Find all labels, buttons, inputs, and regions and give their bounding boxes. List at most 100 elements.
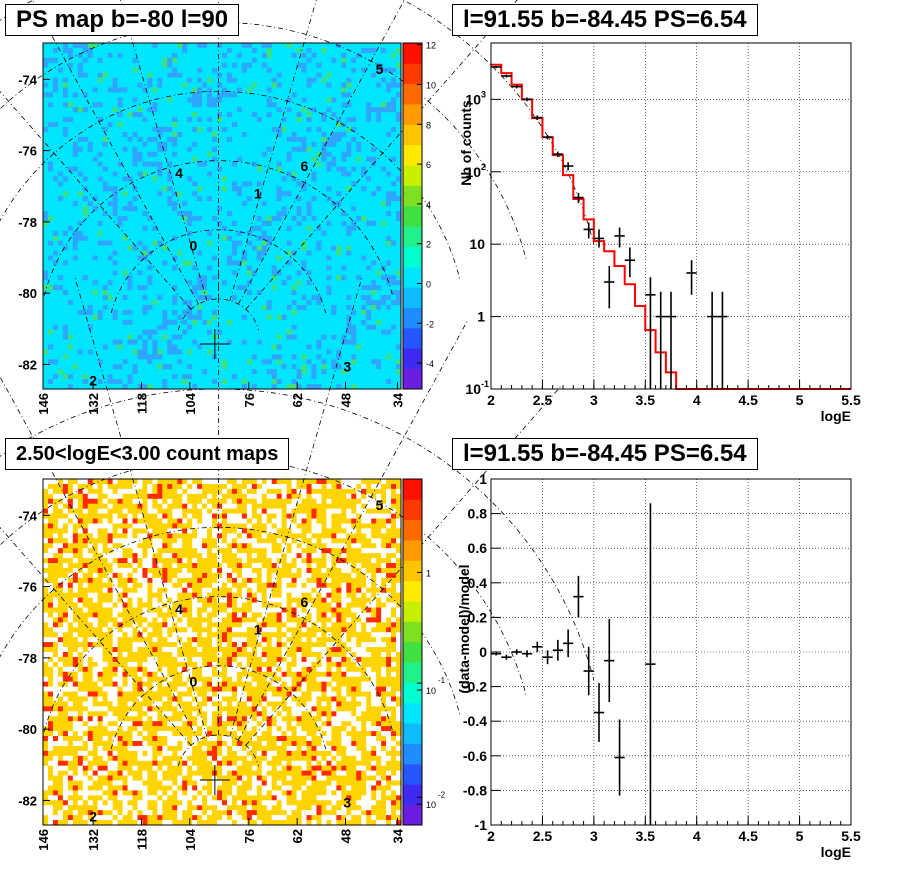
map-cell: [321, 220, 327, 227]
map-cell: [57, 146, 64, 153]
map-cell: [351, 300, 357, 306]
map-cell: [132, 141, 138, 148]
map-cell: [127, 275, 133, 281]
map-cell: [162, 369, 168, 375]
map-cell: [142, 295, 148, 301]
map-cell: [207, 280, 213, 286]
map-cell: [152, 334, 158, 340]
map-cell: [246, 52, 253, 59]
map-cell: [296, 206, 302, 212]
map-cell: [396, 354, 402, 360]
map-cell: [386, 324, 392, 330]
map-cell: [62, 290, 69, 296]
map-cell: [266, 364, 273, 370]
map-cell: [276, 290, 282, 296]
map-cell: [241, 67, 248, 73]
map-cell: [261, 117, 268, 123]
map-cell: [371, 270, 377, 276]
map-cell: [62, 92, 69, 98]
map-cell: [316, 374, 322, 380]
map-cell: [147, 295, 153, 301]
map-cell: [351, 136, 357, 143]
map-cell: [107, 369, 113, 375]
map-cell: [311, 166, 317, 172]
map-cell: [207, 240, 213, 246]
map-cell: [356, 97, 362, 103]
map-cell: [217, 156, 223, 162]
map-cell: [172, 196, 178, 202]
map-cell: [117, 186, 123, 192]
map-cell: [122, 304, 128, 311]
map-cell: [266, 166, 273, 172]
map-cell: [172, 77, 178, 83]
map-cell: [137, 87, 143, 93]
map-cell: [167, 225, 173, 232]
map-cell: [192, 181, 198, 187]
map-cell: [256, 255, 263, 261]
map-cell: [386, 275, 392, 281]
map-cell: [251, 300, 258, 306]
map-cell: [241, 176, 248, 182]
map-cell: [311, 87, 317, 93]
map-cell: [371, 112, 377, 118]
map-cell: [296, 309, 302, 316]
map-cell: [72, 206, 79, 212]
map-cell: [212, 171, 218, 177]
map-cell: [321, 196, 327, 202]
map-cell: [306, 131, 312, 138]
map-cell: [251, 102, 258, 108]
map-cell: [117, 265, 123, 271]
map-cell: [261, 186, 268, 192]
map-cell: [207, 166, 213, 172]
map-cell: [341, 220, 347, 227]
map-cell: [162, 260, 168, 266]
map-cell: [192, 295, 198, 301]
map-cell: [72, 324, 79, 330]
map-cell: [77, 181, 84, 187]
map-cell: [57, 225, 64, 232]
map-cell: [107, 122, 113, 128]
map-cell: [47, 270, 54, 276]
map-cell: [62, 250, 69, 256]
map-cell: [281, 97, 287, 103]
map-cell: [361, 216, 367, 222]
map-cell: [306, 62, 312, 69]
map-cell: [366, 270, 372, 276]
map-cell: [82, 57, 89, 64]
map-cell: [306, 47, 312, 54]
map-cell: [142, 102, 148, 108]
map-cell: [356, 107, 362, 113]
map-cell: [386, 364, 392, 370]
map-cell: [117, 295, 123, 301]
map-cell: [92, 211, 98, 217]
map-cell: [77, 270, 84, 276]
map-cell: [361, 57, 367, 64]
map-cell: [202, 77, 208, 83]
map-cell: [271, 230, 277, 237]
map-cell: [226, 57, 233, 64]
map-cell: [152, 146, 158, 153]
map-cell: [147, 206, 153, 212]
map-cell: [236, 122, 243, 128]
map-cell: [197, 324, 203, 330]
map-cell: [271, 265, 277, 271]
map-cell: [241, 216, 248, 222]
map-cell: [376, 235, 382, 242]
map-cell: [346, 354, 352, 360]
map-cell: [102, 260, 108, 266]
map-cell: [331, 102, 337, 108]
map-cell: [207, 112, 213, 118]
map-cell: [107, 255, 113, 261]
map-cell: [82, 334, 89, 340]
map-cell: [261, 181, 268, 187]
map-cell: [396, 191, 402, 197]
map-cell: [336, 216, 342, 222]
map-cell: [87, 122, 94, 128]
map-cell: [107, 379, 113, 385]
map-cell: [306, 141, 312, 148]
map-cell: [162, 161, 168, 167]
map-cell: [356, 220, 362, 227]
map-cell: [92, 255, 98, 261]
map-cell: [316, 245, 322, 251]
map-cell: [142, 57, 148, 64]
